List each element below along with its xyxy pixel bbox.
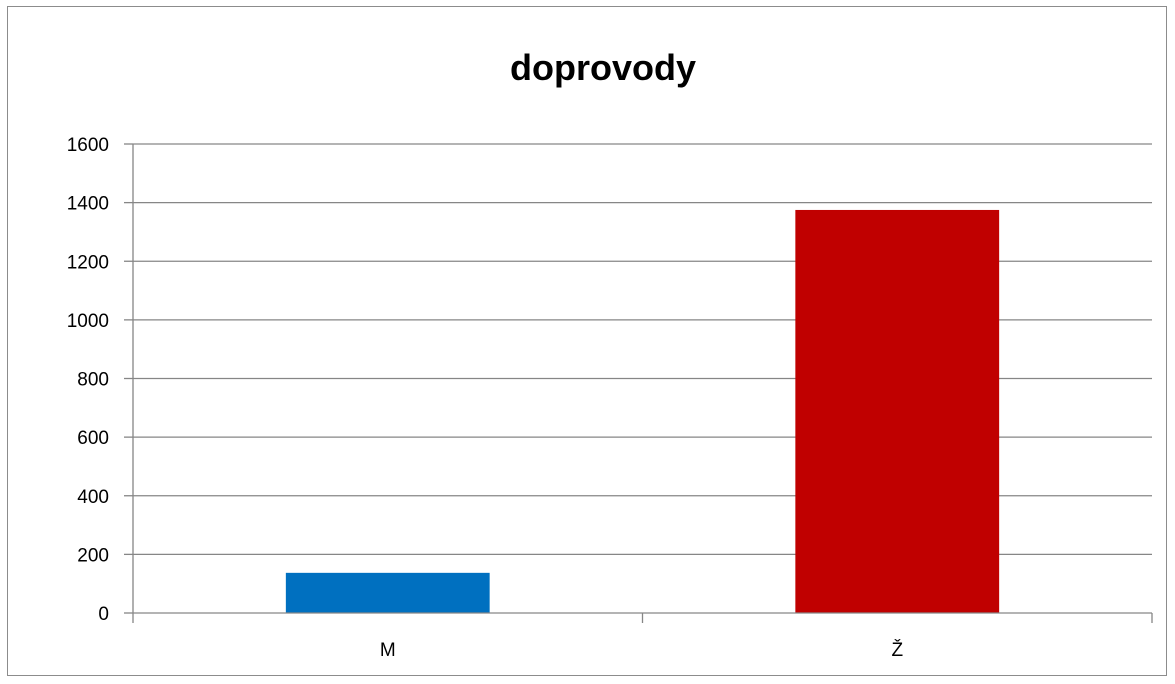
bars: [285, 209, 1000, 613]
x-tick-label: M: [380, 640, 396, 661]
bar-1: [285, 572, 490, 613]
gridlines: [133, 143, 1152, 556]
y-tick-label: 1400: [67, 194, 109, 215]
y-tick-label: 1000: [67, 311, 109, 332]
x-tick-label: Ž: [891, 639, 903, 661]
y-tick-label: 1200: [67, 252, 109, 273]
y-tick-label: 800: [77, 370, 109, 391]
y-axis-ticks: 0 200 400 600 800 1000 1200 1400 1600: [67, 135, 133, 625]
bar-2: [795, 209, 1000, 613]
chart-title: doprovody: [510, 47, 696, 88]
axes: [132, 144, 1153, 623]
y-tick-label: 1600: [67, 135, 109, 156]
y-tick-label: 200: [77, 545, 109, 566]
y-tick-label: 400: [77, 487, 109, 508]
y-tick-label: 0: [98, 604, 109, 625]
y-tick-label: 600: [77, 428, 109, 449]
